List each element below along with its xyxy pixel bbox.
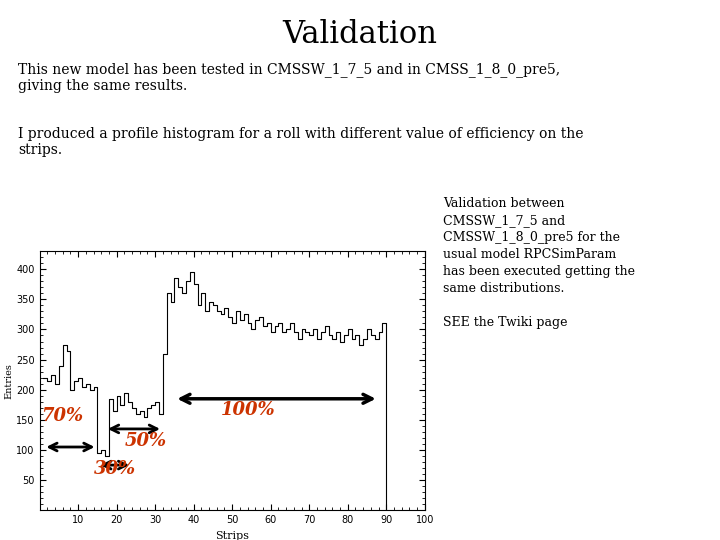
Text: 100%: 100%	[220, 401, 275, 419]
Text: I produced a profile histogram for a roll with different value of efficiency on : I produced a profile histogram for a rol…	[18, 127, 583, 157]
Text: Validation between
CMSSW_1_7_5 and
CMSSW_1_8_0_pre5 for the
usual model RPCSimPa: Validation between CMSSW_1_7_5 and CMSSW…	[443, 197, 635, 329]
Text: This new model has been tested in CMSSW_1_7_5 and in CMSS_1_8_0_pre5,
giving the: This new model has been tested in CMSSW_…	[18, 62, 560, 93]
Y-axis label: Entries: Entries	[4, 363, 14, 399]
X-axis label: Strips: Strips	[215, 531, 249, 540]
Text: 50%: 50%	[125, 432, 166, 450]
Text: 30%: 30%	[94, 460, 135, 478]
Text: 70%: 70%	[42, 407, 84, 425]
Text: Validation: Validation	[282, 19, 438, 50]
